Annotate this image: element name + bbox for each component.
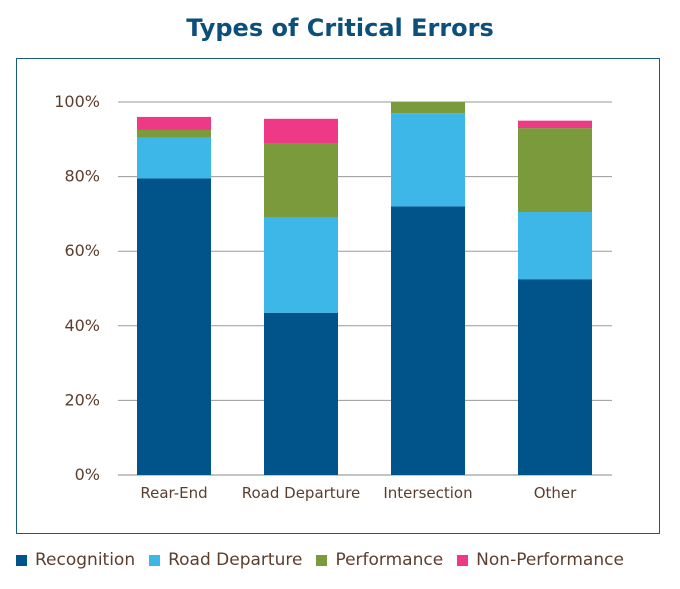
bar-segment [391, 102, 465, 114]
bar-segment [264, 143, 338, 218]
legend-item: Recognition [16, 550, 135, 570]
x-tick-label: Other [534, 484, 577, 502]
y-tick-label: 40% [64, 316, 100, 335]
legend-label: Road Departure [168, 550, 303, 570]
y-tick-label: 80% [64, 167, 100, 186]
legend-label: Non-Performance [476, 550, 624, 570]
bar-segment [137, 137, 211, 179]
bar-segment [518, 279, 592, 475]
legend-item: Performance [316, 550, 443, 570]
y-tick-label: 20% [64, 390, 100, 409]
chart-title: Types of Critical Errors [186, 14, 494, 42]
legend-item: Road Departure [149, 550, 302, 570]
bar-segment [264, 118, 338, 144]
bar-segment [264, 217, 338, 313]
legend-label: Performance [335, 550, 444, 570]
x-tick-label: Rear-End [140, 484, 207, 502]
bar-segment [264, 312, 338, 475]
chart-frame [16, 58, 660, 534]
legend-item: Non-Performance [457, 550, 624, 570]
legend-swatch [149, 554, 161, 566]
bar-segment [518, 120, 592, 129]
bar-segment [391, 113, 465, 207]
legend: Recognition Road Departure Performance Non-… [16, 550, 638, 570]
bar-segment [137, 178, 211, 475]
legend-swatch [16, 554, 27, 566]
x-tick-label: Intersection [383, 484, 472, 502]
legend-label: Recognition [35, 550, 136, 570]
bar-segment [137, 129, 211, 138]
x-tick-label: Road Departure [242, 484, 361, 502]
y-tick-label: 60% [64, 241, 100, 260]
legend-swatch [316, 554, 328, 566]
bar-segment [137, 116, 211, 130]
y-tick-label: 0% [75, 465, 100, 484]
bar-segment [518, 212, 592, 280]
bar-segment [391, 206, 465, 475]
legend-swatch [457, 554, 469, 566]
bar-segment [518, 128, 592, 213]
y-tick-label: 100% [54, 92, 100, 111]
